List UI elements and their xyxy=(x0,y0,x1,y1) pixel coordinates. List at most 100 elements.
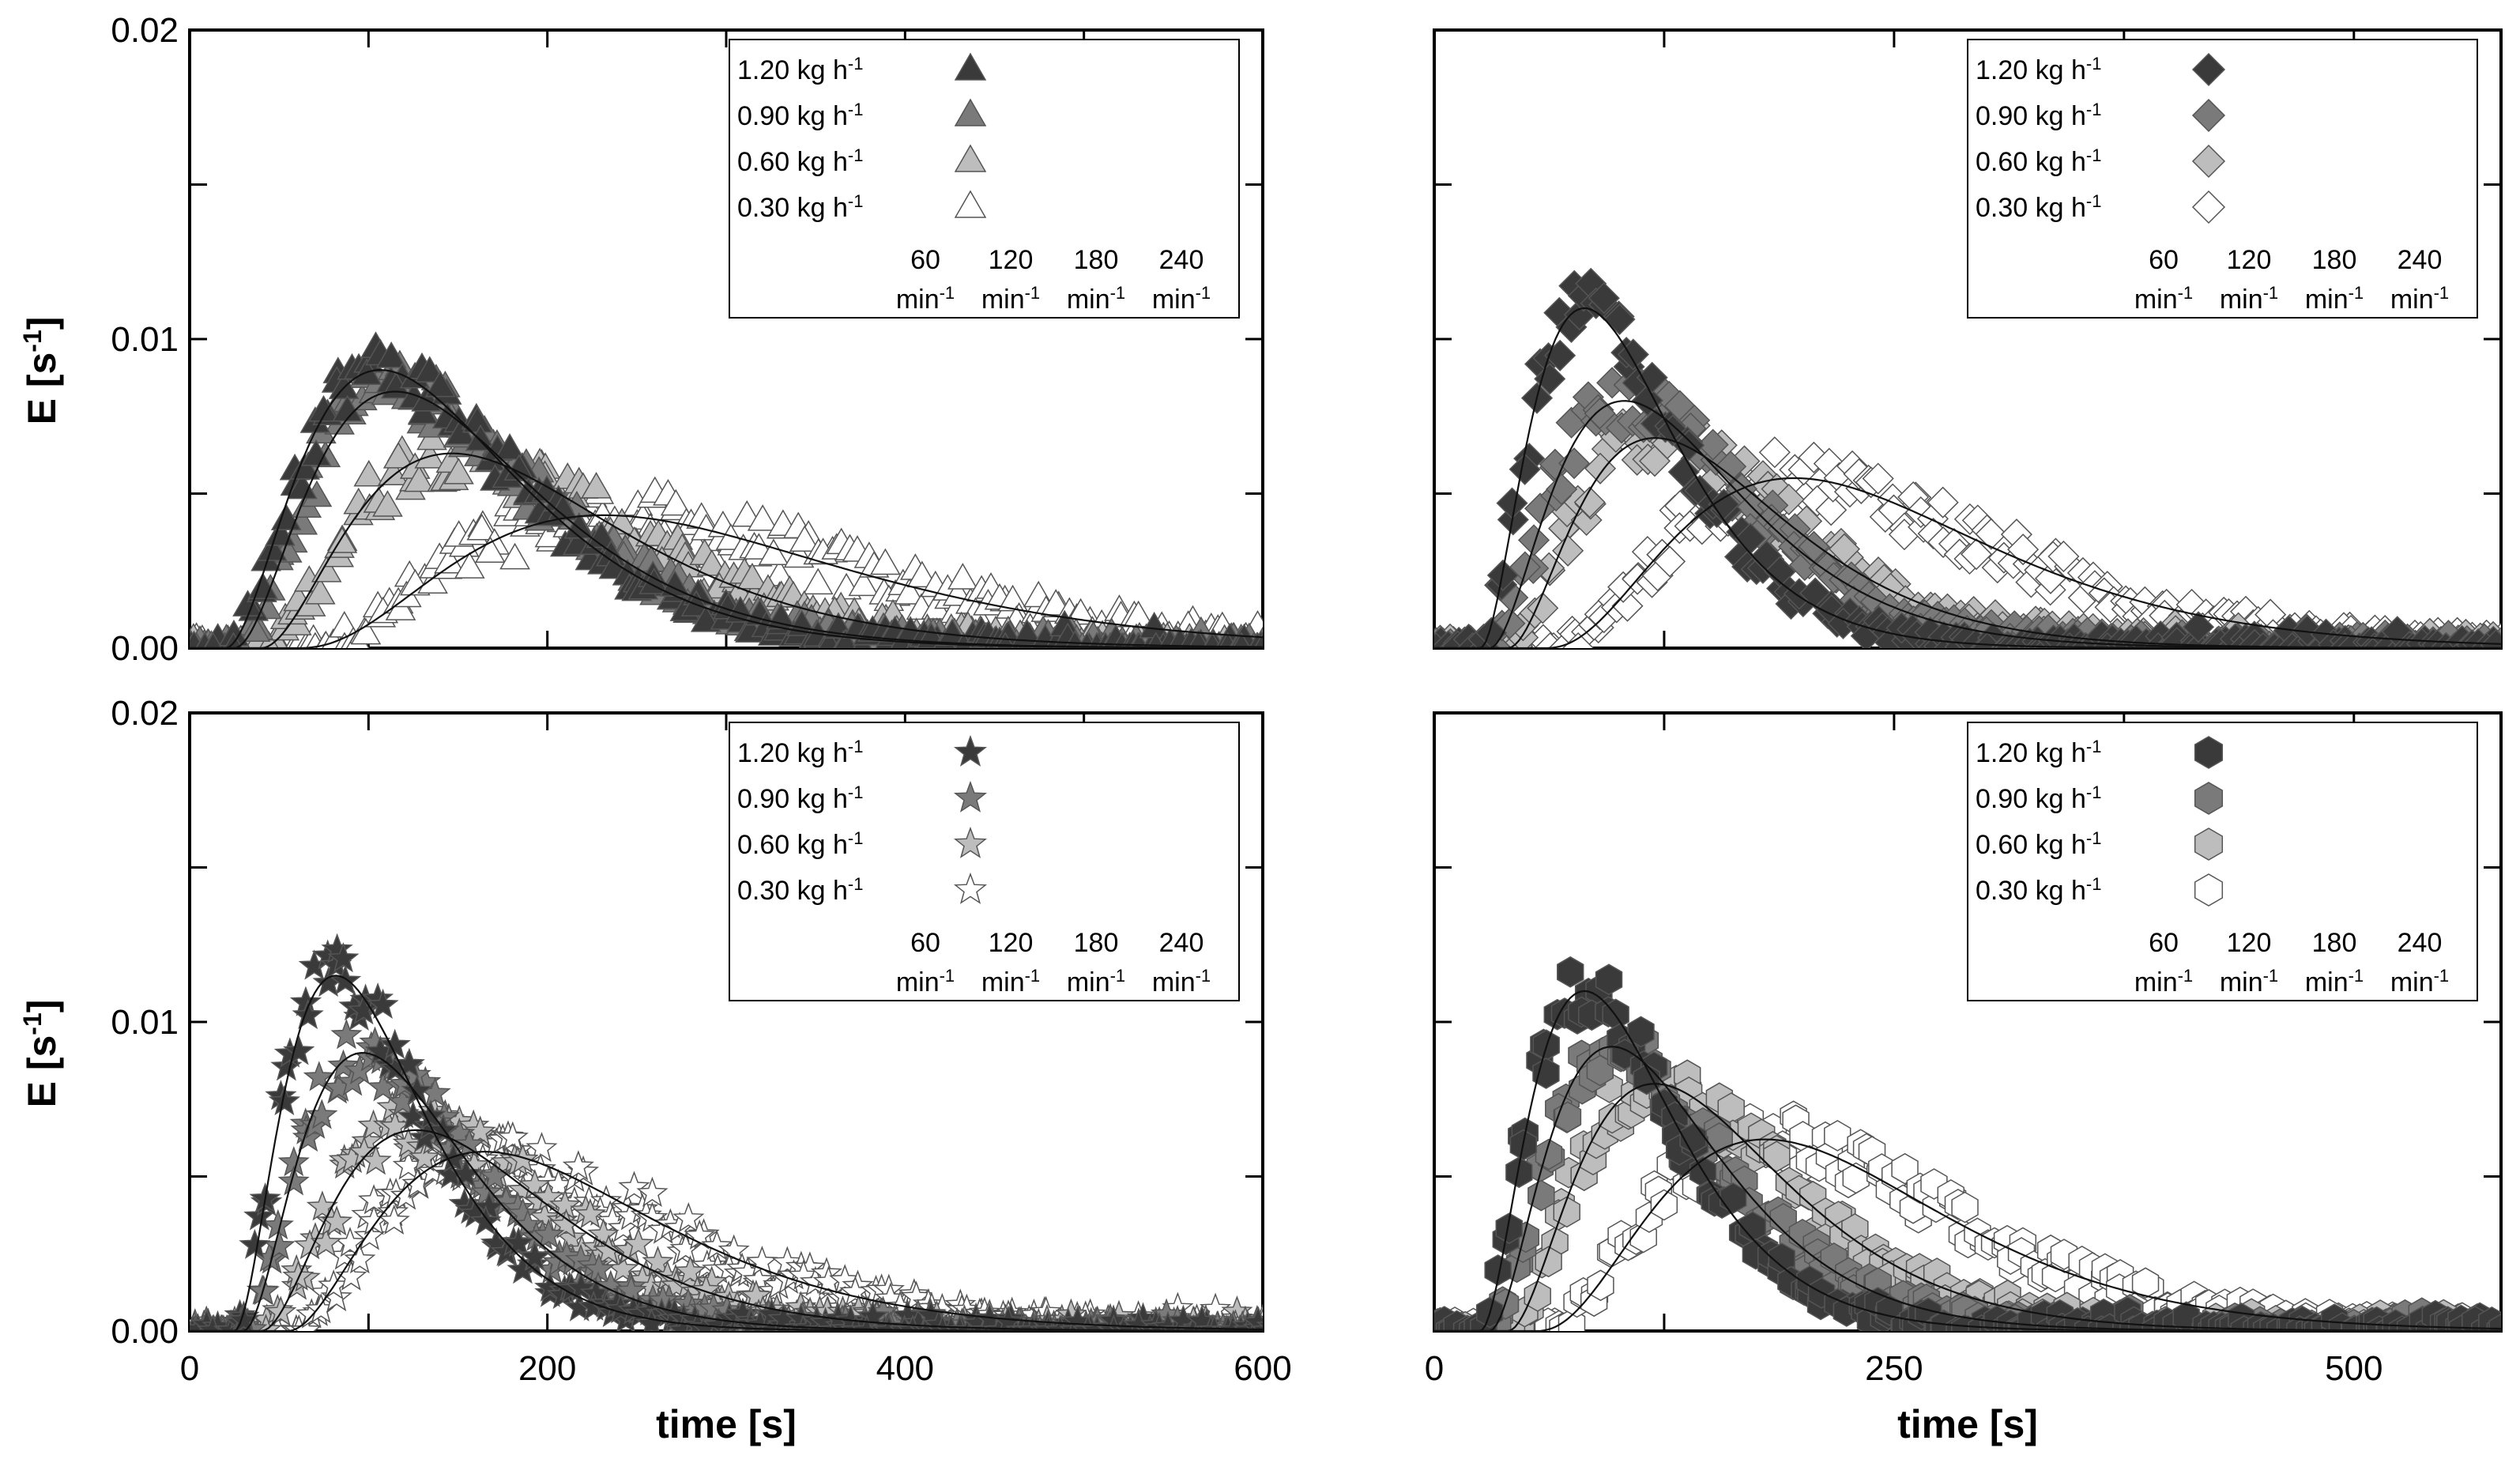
data-point xyxy=(1824,1120,1851,1152)
legend-flow-unit: kg h xyxy=(789,876,848,906)
data-point xyxy=(674,1255,706,1286)
legend-flow-sup: -1 xyxy=(2086,191,2102,211)
data-point xyxy=(1636,361,1668,394)
legend-speed-value: 120 xyxy=(2227,245,2272,275)
data-point xyxy=(335,1260,367,1291)
y-tick-label: 0.00 xyxy=(111,629,179,668)
legend-flow-sup: -1 xyxy=(848,191,864,211)
data-point xyxy=(1524,1280,1551,1312)
y-axis-title-main: E [s xyxy=(20,1035,64,1108)
data-point xyxy=(1653,545,1686,578)
legend-speed-unit-sup: -1 xyxy=(1025,966,1041,986)
legend-speed-value: 180 xyxy=(1074,245,1119,275)
plot-data xyxy=(1434,267,2501,648)
data-point xyxy=(947,563,978,590)
legend-speed-unit: min-1 xyxy=(1067,283,1125,315)
legend-speed-unit-main: min xyxy=(2390,967,2434,997)
legend-speed-unit-main: min xyxy=(2134,285,2178,315)
data-point xyxy=(306,1190,339,1221)
legend-speed-unit: min-1 xyxy=(1152,283,1211,315)
legend-marker xyxy=(2191,144,2226,179)
legend-speed-unit-main: min xyxy=(1067,285,1110,315)
fit-line xyxy=(1434,1138,2501,1331)
legend-flow-sup: -1 xyxy=(848,782,864,802)
data-point xyxy=(409,1141,441,1172)
data-point xyxy=(562,1150,594,1181)
data-point xyxy=(1617,338,1649,371)
legend-entry-label: 0.30 kg h-1 xyxy=(1976,191,2101,224)
legend-marker xyxy=(2194,736,2224,769)
legend-flow-value: 0.30 xyxy=(1976,193,2028,223)
data-point xyxy=(1656,414,1689,447)
legend-entry-label: 1.20 kg h-1 xyxy=(1976,54,2101,86)
legend-speed-unit-main: min xyxy=(2220,285,2263,315)
data-point xyxy=(758,538,789,566)
data-point xyxy=(1798,441,1830,473)
data-point xyxy=(1763,1141,1791,1173)
data-point xyxy=(2131,1267,2160,1299)
data-point xyxy=(747,504,778,531)
legend-entry-label: 1.20 kg h-1 xyxy=(1976,737,2101,769)
x-tick-label: 0 xyxy=(180,1349,199,1388)
legend-speed-unit-sup: -1 xyxy=(2178,966,2194,986)
legend-marker xyxy=(954,52,987,81)
data-point xyxy=(1673,429,1705,462)
data-point xyxy=(615,1274,647,1305)
legend-flow-sup: -1 xyxy=(848,54,864,74)
legend-speed-unit: min-1 xyxy=(2220,966,2278,998)
legend-speed-unit: min-1 xyxy=(2220,283,2278,315)
x-tick-label: 400 xyxy=(876,1349,934,1388)
data-point xyxy=(802,567,834,595)
legend-flow-unit: kg h xyxy=(789,738,848,768)
data-point xyxy=(414,356,446,383)
legend-marker xyxy=(953,780,988,813)
legend-speed-unit-sup: -1 xyxy=(2349,283,2364,303)
data-point xyxy=(1584,398,1616,430)
data-point xyxy=(1815,494,1848,526)
legend-speed-unit-sup: -1 xyxy=(1110,966,1126,986)
plot-data xyxy=(1434,956,2501,1331)
legend-speed-value: 240 xyxy=(2398,928,2443,958)
data-point xyxy=(701,1230,733,1261)
data-point xyxy=(533,1218,565,1250)
data-point xyxy=(2488,1313,2501,1331)
legend-box xyxy=(729,722,1240,1001)
data-point xyxy=(736,562,768,590)
data-point xyxy=(326,526,358,553)
legend-marker xyxy=(954,190,987,218)
data-point xyxy=(581,472,612,499)
legend-marker xyxy=(2191,52,2226,87)
data-point xyxy=(2034,562,2067,594)
legend-speed-unit: min-1 xyxy=(981,966,1040,998)
x-tick-label: 0 xyxy=(1425,1349,1444,1388)
legend-speed-unit-main: min xyxy=(1152,967,1196,997)
data-point xyxy=(587,1218,620,1249)
data-point xyxy=(550,1208,582,1239)
data-point xyxy=(1534,363,1566,395)
legend-speed-value: 60 xyxy=(910,245,940,275)
data-point xyxy=(1517,524,1550,556)
data-point xyxy=(300,439,332,466)
legend-flow-sup: -1 xyxy=(848,100,864,119)
legend-speed-unit-main: min xyxy=(1067,967,1110,997)
legend-marker xyxy=(2194,873,2224,907)
data-point xyxy=(574,1197,607,1229)
legend-flow-value: 1.20 xyxy=(737,55,789,85)
x-tick-label: 250 xyxy=(1865,1349,1923,1388)
y-axis-title: E [s-1] xyxy=(18,1000,64,1108)
data-point xyxy=(740,1279,773,1310)
data-point xyxy=(464,1115,496,1146)
data-point xyxy=(1588,282,1620,315)
legend-speed-value: 240 xyxy=(2398,245,2443,275)
legend-speed-unit: min-1 xyxy=(896,283,955,315)
legend-flow-sup: -1 xyxy=(2086,145,2102,165)
legend-speed-unit-main: min xyxy=(896,967,940,997)
data-point xyxy=(586,521,617,549)
data-point xyxy=(327,1049,360,1080)
data-point xyxy=(636,1176,669,1208)
data-point xyxy=(672,1201,705,1233)
legend-flow-value: 0.60 xyxy=(1976,147,2028,177)
legend-flow-unit: kg h xyxy=(2028,784,2086,814)
data-point xyxy=(375,341,407,368)
